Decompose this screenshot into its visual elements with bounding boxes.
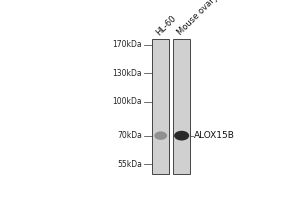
Text: 130kDa: 130kDa: [112, 69, 142, 78]
Bar: [173, 39, 190, 174]
Text: HL-60: HL-60: [154, 13, 178, 37]
Text: 170kDa: 170kDa: [112, 40, 142, 49]
Bar: [152, 39, 169, 174]
Text: 100kDa: 100kDa: [112, 97, 142, 106]
Text: Mouse ovary: Mouse ovary: [175, 0, 220, 37]
Text: 70kDa: 70kDa: [117, 131, 142, 140]
Ellipse shape: [154, 131, 167, 140]
Ellipse shape: [174, 131, 189, 141]
Text: 55kDa: 55kDa: [117, 160, 142, 169]
Text: ALOX15B: ALOX15B: [194, 131, 235, 140]
